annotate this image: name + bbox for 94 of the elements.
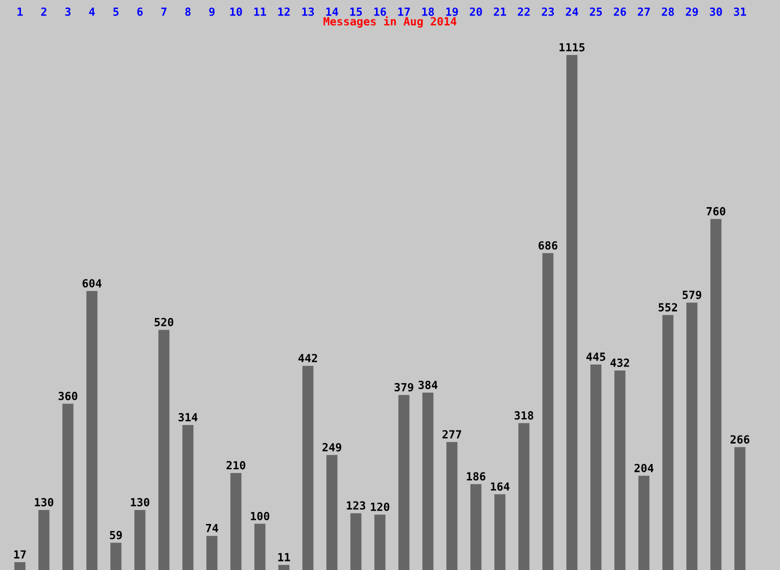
x-tick-label: 9 bbox=[209, 8, 215, 16]
x-tick-label: 18 bbox=[422, 8, 434, 16]
bar bbox=[398, 394, 410, 570]
x-tick-label: 7 bbox=[161, 8, 166, 16]
data-label: 686 bbox=[538, 241, 558, 250]
data-label: 360 bbox=[58, 392, 78, 400]
data-label: 445 bbox=[586, 352, 606, 361]
bar bbox=[662, 315, 674, 570]
x-tick-label: 1 bbox=[18, 8, 23, 16]
x-tick-label: 3 bbox=[65, 8, 71, 16]
x-tick-label: 2 bbox=[41, 8, 46, 16]
bar bbox=[206, 536, 218, 570]
x-tick-label: 11 bbox=[254, 8, 266, 16]
x-tick-label: 12 bbox=[278, 8, 290, 16]
data-label: 100 bbox=[250, 512, 270, 520]
bar bbox=[494, 494, 506, 570]
x-tick-label: 29 bbox=[686, 8, 698, 16]
data-label: 266 bbox=[730, 435, 750, 444]
bar bbox=[182, 424, 194, 570]
data-label: 164 bbox=[490, 482, 510, 491]
bar bbox=[110, 542, 122, 570]
x-tick-label: 13 bbox=[302, 8, 314, 16]
data-label: 318 bbox=[514, 411, 534, 420]
x-tick-label: 20 bbox=[470, 8, 482, 16]
x-tick-label: 27 bbox=[638, 8, 650, 16]
data-label: 123 bbox=[346, 501, 366, 510]
data-label: 520 bbox=[154, 318, 174, 326]
bar bbox=[614, 370, 626, 570]
data-label: 384 bbox=[418, 380, 438, 390]
data-label: 314 bbox=[178, 413, 198, 422]
x-tick-label: 15 bbox=[350, 8, 362, 16]
x-tick-label: 30 bbox=[710, 8, 722, 16]
data-label: 442 bbox=[298, 354, 318, 362]
data-label: 74 bbox=[206, 524, 218, 532]
data-label: 760 bbox=[706, 207, 726, 216]
bar bbox=[638, 476, 650, 570]
bar bbox=[686, 302, 698, 570]
x-tick-label: 10 bbox=[230, 8, 242, 16]
data-label: 130 bbox=[34, 498, 54, 506]
x-tick-label: 6 bbox=[137, 8, 143, 16]
x-tick-label: 8 bbox=[185, 8, 191, 16]
x-tick-label: 17 bbox=[398, 8, 410, 16]
bar bbox=[86, 291, 98, 570]
x-tick-label: 4 bbox=[89, 8, 95, 16]
bar bbox=[710, 218, 722, 570]
bar bbox=[518, 423, 530, 570]
data-label: 11 bbox=[278, 553, 290, 562]
x-tick-label: 25 bbox=[590, 8, 602, 16]
x-tick-label: 26 bbox=[614, 8, 626, 16]
bar bbox=[470, 484, 482, 570]
x-tick-label: 14 bbox=[326, 8, 338, 16]
bar bbox=[134, 510, 146, 570]
bar bbox=[422, 392, 434, 570]
bar bbox=[14, 562, 26, 570]
x-tick-label: 19 bbox=[446, 8, 458, 16]
data-label: 379 bbox=[394, 383, 414, 392]
x-tick-label: 31 bbox=[734, 8, 746, 16]
data-label: 432 bbox=[610, 358, 630, 367]
bar bbox=[230, 473, 242, 570]
chart-title: Messages in Aug 2014 bbox=[324, 16, 456, 28]
data-label: 59 bbox=[110, 530, 122, 540]
data-label: 277 bbox=[442, 430, 462, 438]
data-label: 186 bbox=[466, 472, 486, 481]
bar bbox=[566, 55, 578, 570]
bar bbox=[158, 330, 170, 570]
data-label: 120 bbox=[370, 502, 390, 512]
x-tick-label: 22 bbox=[518, 8, 530, 16]
bar bbox=[326, 454, 338, 570]
bar bbox=[278, 564, 290, 570]
x-tick-label: 21 bbox=[494, 8, 506, 16]
bar bbox=[446, 442, 458, 570]
data-label: 130 bbox=[130, 498, 150, 506]
bar bbox=[350, 513, 362, 570]
data-label: 204 bbox=[634, 464, 654, 472]
x-tick-label: 24 bbox=[566, 8, 578, 16]
x-tick-label: 28 bbox=[662, 8, 674, 16]
data-label: 17 bbox=[14, 550, 26, 558]
data-label: 579 bbox=[682, 290, 702, 300]
data-label: 1115 bbox=[560, 43, 585, 52]
data-label: 552 bbox=[658, 303, 678, 312]
bar bbox=[734, 447, 746, 570]
x-tick-label: 23 bbox=[542, 8, 554, 16]
data-label: 210 bbox=[226, 461, 246, 470]
data-label: 249 bbox=[322, 443, 342, 452]
x-tick-label: 5 bbox=[113, 8, 119, 16]
data-label: 604 bbox=[82, 279, 102, 288]
x-tick-label: 16 bbox=[374, 8, 386, 16]
bar bbox=[374, 514, 386, 570]
bar bbox=[302, 366, 314, 570]
bar bbox=[62, 404, 74, 570]
bar bbox=[542, 253, 554, 570]
bar bbox=[254, 524, 266, 570]
bar bbox=[590, 364, 602, 570]
bar bbox=[38, 510, 50, 570]
